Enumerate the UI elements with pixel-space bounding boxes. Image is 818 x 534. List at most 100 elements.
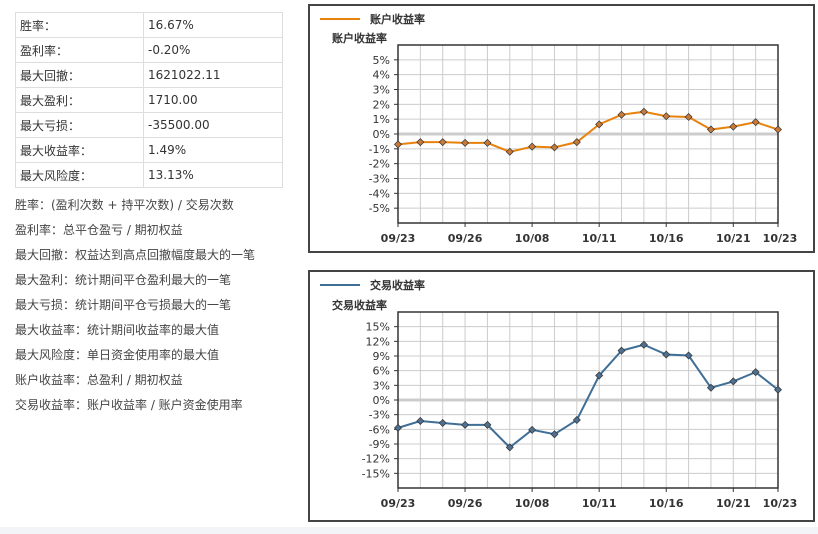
definition-item: 最大收益率：统计期间收益率的最大值 xyxy=(15,323,220,337)
data-point xyxy=(774,125,782,134)
y-tick-label: -6% xyxy=(369,423,390,436)
data-point xyxy=(394,423,402,432)
x-tick-label: 10/21 xyxy=(716,497,751,510)
x-tick-label: 10/16 xyxy=(649,497,684,510)
y-tick-label: -2% xyxy=(369,158,390,171)
data-point xyxy=(550,143,559,152)
data-point xyxy=(528,425,537,434)
y-tick-label: -12% xyxy=(362,453,390,466)
y-tick-label: 2% xyxy=(373,98,390,111)
stats-row: 最大盈利： 1710.00 xyxy=(15,87,283,113)
stat-label: 最大盈利： xyxy=(15,87,144,113)
stat-value: 1.49% xyxy=(143,137,283,163)
data-point xyxy=(572,138,581,147)
y-tick-label: -5% xyxy=(369,202,390,215)
data-point xyxy=(461,138,470,147)
data-point xyxy=(528,142,537,151)
legend-label: 账户收益率 xyxy=(370,12,425,26)
x-tick-label: 10/16 xyxy=(649,232,684,245)
y-tick-label: -4% xyxy=(369,187,390,200)
y-tick-label: 0% xyxy=(373,128,390,141)
data-point xyxy=(595,120,604,129)
series-line xyxy=(397,110,779,153)
y-tick-label: -9% xyxy=(369,438,390,451)
y-tick-label: -1% xyxy=(369,143,390,156)
stats-row: 最大回撤： 1621022.11 xyxy=(15,62,283,88)
x-tick-label: 10/11 xyxy=(582,497,617,510)
data-point xyxy=(684,112,693,121)
definition-item: 最大风险度：单日资金使用率的最大值 xyxy=(15,348,220,362)
definition-item: 盈利率：总平仓盈亏 / 期初权益 xyxy=(15,223,183,237)
data-point xyxy=(483,138,492,147)
y-tick-label: -3% xyxy=(369,173,390,186)
stats-table: 胜率： 16.67% 盈利率： -0.20% 最大回撤： 1621022.11 最大盈利： 1… xyxy=(15,12,283,188)
stat-value: -0.20% xyxy=(143,37,283,63)
stat-value: 16.67% xyxy=(143,12,283,38)
x-tick-label: 10/11 xyxy=(582,232,617,245)
data-point xyxy=(416,138,425,147)
x-tick-label: 09/26 xyxy=(448,497,483,510)
data-point xyxy=(461,420,470,429)
y-tick-label: 1% xyxy=(373,113,390,126)
chart-svg: 账户收益率账户收益率5%4%3%2%1%0%-1%-2%-3%-4%-5%09/… xyxy=(320,12,798,245)
data-point xyxy=(639,107,648,116)
data-point xyxy=(438,138,447,147)
account-return-chart: 账户收益率 账户收益率 5% 4% 3% 2% 1% 0% -1% -2% -3% -4% -5% 09/… xyxy=(308,4,815,253)
data-point xyxy=(550,430,559,439)
y-tick-label: 3% xyxy=(373,379,390,392)
y-tick-label: 15% xyxy=(366,321,390,334)
data-point xyxy=(394,140,402,149)
data-point xyxy=(416,417,425,426)
x-tick-label: 09/23 xyxy=(381,232,416,245)
stats-row: 最大风险度： 13.13% xyxy=(15,162,283,188)
data-point xyxy=(684,351,693,360)
data-point xyxy=(505,443,514,452)
data-point xyxy=(617,346,626,355)
y-tick-label: 6% xyxy=(373,365,390,378)
stats-row: 胜率： 16.67% xyxy=(15,12,283,38)
y-tick-label: -3% xyxy=(369,409,390,422)
trade-return-chart: 交易收益率 交易收益率 15% 12% 9% 6% 3% 0% -3% -6% -9% -12% -15… xyxy=(308,270,815,522)
x-tick-label: 10/23 xyxy=(763,232,798,245)
data-point xyxy=(774,385,782,394)
stats-row: 最大亏损： -35500.00 xyxy=(15,112,283,138)
y-tick-label: 3% xyxy=(373,84,390,97)
data-point xyxy=(662,350,671,359)
stat-value: 1710.00 xyxy=(143,87,283,113)
stat-value: 13.13% xyxy=(143,162,283,188)
stat-value: -35500.00 xyxy=(143,112,283,138)
x-tick-label: 10/21 xyxy=(716,232,751,245)
definition-item: 最大亏损：统计期间平仓亏损最大的一笔 xyxy=(15,298,232,312)
data-point xyxy=(729,377,738,386)
data-point xyxy=(729,122,738,131)
y-tick-label: 4% xyxy=(373,69,390,82)
data-point xyxy=(662,112,671,121)
y-tick-label: 5% xyxy=(373,54,390,67)
y-tick-label: 0% xyxy=(373,394,390,407)
x-tick-label: 10/08 xyxy=(515,497,550,510)
x-tick-label: 09/23 xyxy=(381,497,416,510)
series-line xyxy=(397,343,779,449)
stat-value: 1621022.11 xyxy=(143,62,283,88)
stat-label: 盈利率： xyxy=(15,37,144,63)
data-point xyxy=(595,371,604,380)
stat-label: 最大收益率： xyxy=(15,137,144,163)
chart-svg: 交易收益率交易收益率15%12%9%6%3%0%-3%-6%-9%-12%-15… xyxy=(320,278,797,510)
stat-label: 最大风险度： xyxy=(15,162,144,188)
definition-item: 最大盈利：统计期间平仓盈利最大的一笔 xyxy=(15,273,232,287)
definition-item: 最大回撤：权益达到高点回撤幅度最大的一笔 xyxy=(15,248,256,262)
x-tick-label: 09/26 xyxy=(448,232,483,245)
y-axis-title: 账户收益率 xyxy=(332,31,387,45)
data-point xyxy=(438,418,447,427)
stats-row: 盈利率： -0.20% xyxy=(15,37,283,63)
definition-item: 交易收益率：账户收益率 / 账户资金使用率 xyxy=(15,398,243,412)
data-point xyxy=(751,118,760,127)
data-point xyxy=(706,383,715,392)
data-point xyxy=(751,368,760,377)
x-tick-label: 10/08 xyxy=(515,232,550,245)
definition-item: 账户收益率：总盈利 / 期初权益 xyxy=(15,373,183,387)
y-tick-label: 9% xyxy=(373,350,390,363)
stats-row: 最大收益率： 1.49% xyxy=(15,137,283,163)
stat-label: 最大亏损： xyxy=(15,112,144,138)
data-point xyxy=(617,110,626,119)
